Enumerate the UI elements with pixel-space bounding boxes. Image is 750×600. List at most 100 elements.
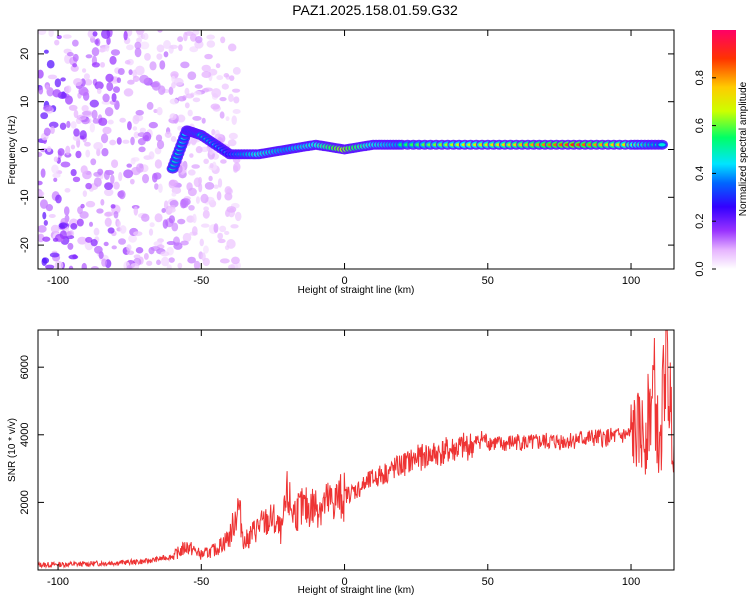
spectrogram-cell — [148, 228, 154, 236]
spectrogram-cell — [224, 186, 232, 195]
spectrogram-cell — [104, 182, 113, 190]
spectrogram-cell — [38, 225, 47, 233]
y-tick-label: 0 — [19, 146, 31, 152]
spectrogram-cell — [187, 169, 196, 176]
spectrogram-cell — [213, 184, 219, 189]
spectrogram-cell — [66, 231, 71, 237]
y-tick-label: 20 — [19, 48, 31, 60]
spectrogram-cell — [215, 63, 221, 69]
spectrogram-cell — [139, 74, 149, 84]
spectrogram-cell — [117, 67, 125, 76]
spectrogram-cell — [164, 131, 172, 138]
spectrogram-cell — [96, 148, 101, 157]
spectrogram-cell — [48, 121, 59, 129]
spectrogram-cell — [157, 30, 163, 33]
spectrogram-cell — [141, 213, 150, 222]
spectrogram-cell — [148, 121, 158, 129]
spectrogram-cell — [156, 107, 163, 116]
spectrogram-cell — [169, 98, 179, 105]
spectrogram-cell — [166, 264, 172, 269]
spectrogram-cell — [66, 120, 71, 129]
spectrogram-cell — [119, 117, 126, 123]
spectrogram-cell — [53, 177, 58, 183]
spectrogram-cell — [52, 89, 62, 98]
spectrogram-cell — [180, 61, 190, 69]
spectrogram-cell — [49, 252, 60, 258]
spectrogram-cell — [171, 222, 179, 232]
spectrogram-cell — [94, 38, 99, 45]
spectrogram-cell — [184, 31, 194, 36]
spectrogram-cell — [198, 182, 203, 193]
spectrogram-cell — [101, 148, 109, 157]
spectrogram-cell — [70, 144, 76, 150]
spectrogram-cell — [195, 36, 203, 44]
spectrogram-cell — [202, 245, 209, 254]
spectrogram-cell — [133, 131, 140, 139]
colorbar-ticks: 0.0 0.2 0.4 0.6 0.8 — [694, 70, 716, 277]
colorbar-tick-label: 0.0 — [694, 261, 706, 276]
spectrogram-cell — [200, 193, 209, 204]
spectrogram-cell — [169, 113, 177, 121]
spectrogram-cell — [208, 175, 213, 182]
spectrogram-cell — [118, 238, 126, 245]
spectrogram-cell — [658, 143, 666, 147]
spectrogram-cell — [156, 53, 163, 60]
spectrogram-cell — [113, 181, 120, 190]
spectrogram-cell — [223, 73, 230, 78]
spectrogram-cell — [219, 111, 225, 119]
spectrogram-cell — [142, 32, 149, 40]
colorbar-tick-label: 0.6 — [694, 118, 706, 133]
spectrogram-cell — [133, 206, 139, 216]
spectrogram-cell — [80, 203, 85, 209]
spectrogram-cell — [226, 238, 236, 249]
spectrogram-cell — [177, 218, 186, 225]
spectrogram-cell — [84, 78, 93, 86]
spectrogram-cell — [113, 211, 119, 219]
spectrogram-cell — [45, 84, 50, 91]
spectrogram-cell — [224, 230, 230, 235]
spectrogram-cell — [139, 127, 146, 134]
spectrogram-cell — [104, 211, 112, 217]
spectrogram-cell — [72, 254, 78, 259]
spectrogram-cell — [56, 34, 62, 40]
spectrogram-cell — [143, 252, 149, 260]
spectrogram-cell — [171, 186, 182, 195]
spectrogram-cell — [103, 188, 114, 197]
spectrogram-cell — [169, 179, 179, 187]
spectrogram-cell — [124, 60, 131, 65]
spectrogram-cell — [103, 241, 109, 247]
spectrogram-cell — [109, 55, 117, 65]
spectrogram-cell — [93, 227, 100, 236]
spectrogram-cell — [178, 44, 183, 52]
snr-y-ticks: 2000 4000 6000 — [19, 355, 674, 515]
spectrogram-cell — [100, 61, 105, 68]
spectrogram-cell — [46, 146, 52, 153]
spectrogram-cell — [144, 52, 151, 61]
spectrogram-cell — [60, 161, 71, 168]
spectrogram-cell — [130, 157, 136, 165]
spectrogram-cell — [132, 75, 140, 82]
spectrogram-cell — [132, 114, 140, 125]
spectrogram-cell — [65, 145, 71, 156]
x-tick-label: -100 — [47, 576, 69, 588]
spectrogram-cell — [46, 60, 55, 69]
spectrogram-cell — [91, 62, 100, 68]
y-tick-label: -20 — [19, 237, 31, 253]
spectrogram-cell — [204, 53, 213, 60]
spectrogram-y-ticks: 20 10 0 -10 -20 — [19, 48, 674, 253]
spectrogram-cell — [217, 232, 224, 240]
spectrogram-cell — [89, 221, 94, 227]
spectrogram-cell — [170, 135, 177, 143]
spectrogram-cell — [206, 40, 216, 48]
spectrogram-cell — [60, 77, 66, 82]
y-tick-label: 2000 — [19, 490, 31, 514]
spectrogram-cell — [211, 88, 222, 98]
spectrogram-cell — [177, 36, 184, 43]
spectrogram-cell — [43, 219, 48, 226]
spectrogram-cell — [42, 236, 51, 242]
spectrogram-cell — [220, 36, 226, 44]
spectrogram-cell — [128, 69, 133, 76]
spectrogram-cell — [90, 158, 97, 166]
spectrogram-cell — [82, 190, 88, 197]
